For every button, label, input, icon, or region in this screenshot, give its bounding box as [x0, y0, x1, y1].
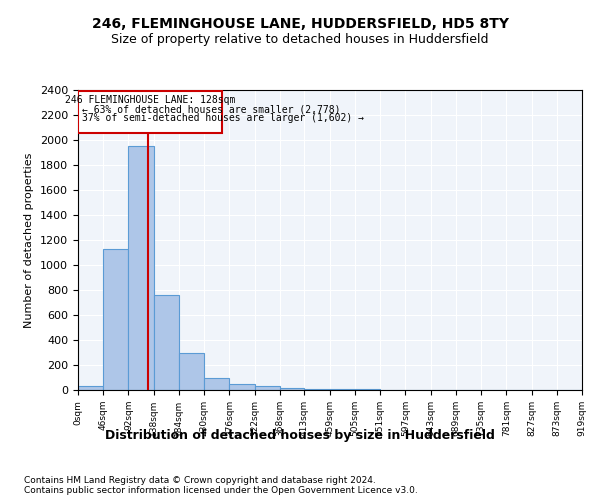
Bar	[128, 146, 154, 390]
Bar	[304, 389, 330, 390]
Text: 246, FLEMINGHOUSE LANE, HUDDERSFIELD, HD5 8TY: 246, FLEMINGHOUSE LANE, HUDDERSFIELD, HD…	[91, 18, 509, 32]
Bar	[154, 295, 179, 390]
Text: Contains public sector information licensed under the Open Government Licence v3: Contains public sector information licen…	[24, 486, 418, 495]
Text: Contains HM Land Registry data © Crown copyright and database right 2024.: Contains HM Land Registry data © Crown c…	[24, 476, 376, 485]
Y-axis label: Number of detached properties: Number of detached properties	[25, 152, 34, 328]
Text: ← 63% of detached houses are smaller (2,778): ← 63% of detached houses are smaller (2,…	[82, 104, 341, 114]
Text: Distribution of detached houses by size in Huddersfield: Distribution of detached houses by size …	[105, 428, 495, 442]
Bar	[103, 248, 128, 390]
Bar	[254, 386, 280, 390]
Bar	[280, 388, 304, 390]
Text: 37% of semi-detached houses are larger (1,602) →: 37% of semi-detached houses are larger (…	[82, 113, 364, 123]
Bar	[229, 384, 254, 390]
Bar	[78, 386, 103, 390]
Bar	[330, 389, 355, 390]
Bar	[179, 352, 204, 390]
FancyBboxPatch shape	[78, 90, 221, 132]
Text: 246 FLEMINGHOUSE LANE: 128sqm: 246 FLEMINGHOUSE LANE: 128sqm	[65, 96, 235, 106]
Text: Size of property relative to detached houses in Huddersfield: Size of property relative to detached ho…	[111, 32, 489, 46]
Bar	[204, 378, 229, 390]
